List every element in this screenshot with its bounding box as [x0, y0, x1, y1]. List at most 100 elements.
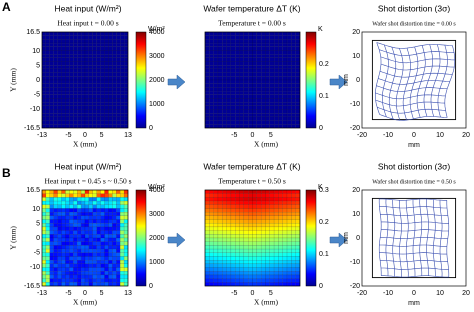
- heatmap-cell: [209, 263, 214, 268]
- heatmap-cell: [209, 271, 214, 276]
- heatmap-cell: [291, 208, 296, 213]
- heatmap-cell: [226, 109, 232, 114]
- heatmap-cell: [273, 212, 279, 216]
- y-axis-label: Y (mm): [9, 226, 18, 250]
- heatmap-cell: [222, 65, 227, 70]
- heatmap-cell: [116, 226, 121, 231]
- heatmap-cell: [123, 68, 129, 73]
- heatmap-cell: [45, 105, 50, 110]
- heatmap-cell: [69, 76, 74, 81]
- heatmap-cell: [273, 197, 279, 202]
- heatmap-cell: [273, 113, 279, 118]
- heatmap-cell: [260, 79, 266, 84]
- heatmap-cell: [112, 113, 117, 118]
- heatmap-cell: [273, 50, 279, 55]
- heatmap-cell: [243, 65, 249, 70]
- heatmap-cell: [92, 197, 97, 202]
- heatmap-cell: [84, 46, 90, 51]
- heatmap-cell: [57, 76, 62, 81]
- heatmap-cell: [123, 278, 129, 283]
- heatmap-cell: [291, 90, 296, 95]
- heatmap-cell: [100, 42, 105, 47]
- heatmap-cell: [239, 116, 245, 121]
- colorbar-unit: W/m²: [148, 184, 165, 191]
- heatmap-cell: [222, 76, 227, 81]
- heatmap-cell: [295, 234, 301, 239]
- heatmap-cell: [273, 260, 279, 264]
- heatmap-cell: [123, 223, 129, 228]
- heatmap-cell: [108, 87, 113, 92]
- heatmap-cell: [88, 193, 93, 198]
- heatmap-cell: [252, 102, 257, 106]
- colorbar-tick-label: 0.3: [319, 187, 329, 194]
- heatmap-cell: [217, 57, 223, 62]
- heatmap-cell: [77, 193, 82, 198]
- heatmap-cell: [45, 204, 50, 209]
- heatmap-cell: [226, 31, 232, 36]
- heatmap-cell: [96, 98, 101, 103]
- heatmap-cell: [92, 98, 97, 103]
- heatmap-cell: [77, 267, 82, 272]
- distortion-grid-line: [439, 200, 443, 277]
- heatmap-cell: [269, 124, 275, 129]
- heatmap-cell: [77, 90, 82, 95]
- heatmap-cell: [61, 282, 66, 287]
- heatmap-cell: [41, 54, 47, 58]
- heatmap-cell: [73, 267, 78, 272]
- heatmap-cell: [77, 230, 82, 235]
- colorbar-unit: K: [318, 184, 323, 191]
- heatmap-cell: [49, 87, 54, 92]
- heatmap-cell: [217, 79, 223, 84]
- heatmap-cell: [295, 124, 301, 129]
- heatmap-cell: [256, 189, 262, 194]
- heatmap-cell: [230, 248, 236, 253]
- heatmap-cell: [41, 263, 47, 268]
- heatmap-cell: [222, 105, 227, 110]
- heatmap-cell: [49, 79, 54, 84]
- heatmap-cell: [112, 46, 117, 51]
- heatmap-cell: [273, 90, 279, 95]
- heatmap-cell: [100, 260, 105, 264]
- heatmap-cell: [248, 263, 253, 268]
- heatmap-cell: [209, 65, 214, 70]
- heatmap-cell: [84, 197, 90, 202]
- heatmap-cell: [65, 226, 70, 231]
- heatmap-cell: [49, 76, 54, 81]
- heatmap-cell: [273, 65, 279, 70]
- heatmap-cell: [49, 226, 54, 231]
- heatmap-cell: [213, 57, 219, 62]
- heatmap-cell: [260, 252, 266, 257]
- heatmap-cell: [77, 215, 82, 220]
- heatmap-cell: [222, 31, 227, 36]
- heatmap-cell: [57, 83, 62, 88]
- heatmap-cell: [273, 189, 279, 194]
- heatmap-cell: [112, 212, 117, 216]
- heatmap-cell: [269, 256, 275, 261]
- heatmap-cell: [252, 230, 257, 235]
- heatmap-cell: [235, 98, 240, 103]
- heatmap-cell: [123, 204, 129, 209]
- heatmap-cell: [204, 102, 210, 106]
- heatmap-cell: [77, 54, 82, 58]
- heatmap-cell: [45, 193, 50, 198]
- heatmap-cell: [252, 189, 257, 194]
- heatmap-cell: [57, 267, 62, 272]
- heatmap-cell: [61, 76, 66, 81]
- heatmap-cell: [209, 252, 214, 257]
- heatmap-cell: [260, 193, 266, 198]
- heatmap-cell: [239, 212, 245, 216]
- heatmap-cell: [73, 105, 78, 110]
- heatmap-cell: [226, 46, 232, 51]
- heatmap-cell: [49, 39, 54, 44]
- heatmap-cell: [248, 65, 253, 70]
- heatmap-cell: [256, 61, 262, 66]
- heatmap-cell: [243, 204, 249, 209]
- heatmap-cell: [116, 252, 121, 257]
- heatmap-cell: [92, 65, 97, 70]
- heatmap-cell: [65, 90, 70, 95]
- heatmap-cell: [80, 46, 86, 51]
- heatmap-cell: [41, 94, 47, 99]
- heatmap-cell: [286, 116, 292, 121]
- heatmap-cell: [282, 219, 288, 224]
- heatmap-cell: [120, 79, 125, 84]
